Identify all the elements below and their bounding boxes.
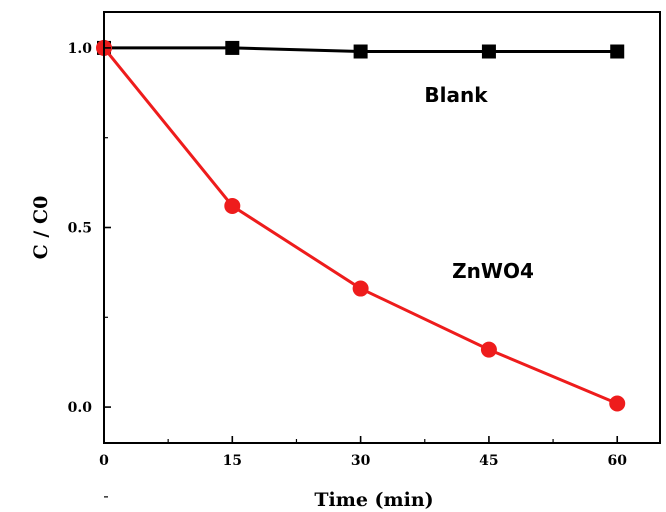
data-point-square [353, 44, 368, 59]
y-tick-label: 0.0 [68, 400, 93, 416]
x-tick-label: 15 [223, 453, 242, 469]
data-point-square [481, 44, 496, 59]
data-point-square [610, 44, 625, 59]
series-layer [96, 39, 626, 412]
data-point-circle [480, 341, 497, 358]
data-point-circle [352, 280, 369, 297]
data-point-square [225, 40, 240, 55]
series-label-znwo4: ZnWO4 [452, 259, 534, 283]
y-tick-label: 0.5 [68, 221, 92, 237]
x-tick-label: 45 [479, 453, 498, 469]
data-point-circle [224, 197, 241, 214]
y-axis-title: C / C0 [30, 196, 52, 260]
x-tick-label: 0 [99, 453, 109, 469]
x-tick-label: 30 [351, 453, 371, 469]
data-point-circle [609, 395, 626, 412]
x-tick-label: 60 [607, 453, 627, 469]
x-axis-title: Time (min) [314, 489, 433, 511]
labels-layer: 0 15 30 45 60 0.0 0.5 1.0 Time (min) C / C0 Blank Z… [30, 41, 627, 511]
axes-layer [103, 11, 661, 498]
series-line-1 [102, 46, 618, 405]
series-label-blank: Blank [424, 83, 488, 107]
plot-frame [103, 11, 661, 444]
y-tick-label: 1.0 [68, 41, 93, 57]
